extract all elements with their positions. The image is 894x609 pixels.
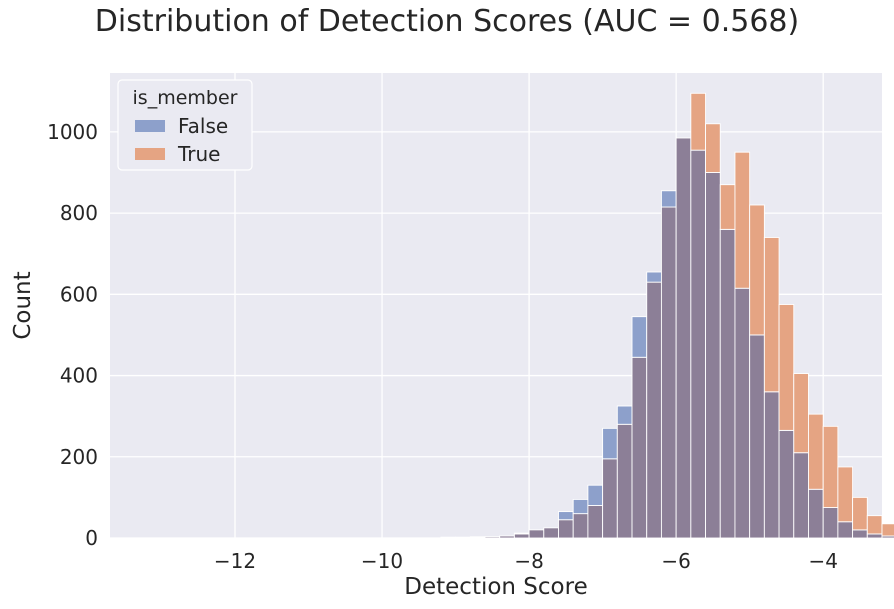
bar-overlap — [631, 356, 648, 539]
bar-true — [749, 204, 765, 336]
bar-false — [558, 511, 574, 521]
bar-overlap — [558, 519, 574, 539]
bar-overlap — [852, 529, 868, 539]
bar-overlap — [749, 334, 765, 539]
bar-false — [602, 427, 618, 460]
y-axis-ticks: 0 200 400 600 800 1000 — [47, 120, 98, 550]
y-axis-label: Count — [10, 271, 36, 339]
bar-true — [513, 532, 530, 535]
bar-overlap — [602, 458, 618, 539]
bar-true — [778, 304, 795, 431]
bar-false — [587, 484, 604, 506]
legend-box — [117, 79, 253, 171]
bar-true — [822, 425, 839, 508]
bar-true — [440, 536, 457, 539]
bar-false — [660, 190, 677, 208]
legend-label-true: True — [177, 142, 220, 166]
bar-false — [646, 271, 662, 283]
bar-overlap — [837, 521, 854, 539]
bar-true — [793, 373, 809, 454]
bar-overlap — [866, 533, 883, 539]
bar-true — [837, 466, 854, 523]
bar-true — [808, 413, 824, 490]
x-axis-ticks: −12 −10 −8 −6 −4 — [214, 549, 838, 573]
bar-false — [572, 498, 589, 515]
bar-overlap — [675, 137, 692, 539]
bar-overlap — [719, 228, 736, 539]
bar-overlap — [705, 172, 721, 539]
y-tick-label: 1000 — [47, 120, 98, 144]
legend: is_member False True — [117, 79, 253, 171]
bar-true — [734, 151, 751, 289]
x-tick-label: −10 — [361, 549, 403, 573]
y-tick-label: 800 — [60, 201, 98, 225]
bar-true — [763, 237, 780, 393]
bar-overlap — [484, 536, 501, 539]
bar-overlap — [734, 287, 751, 539]
legend-label-false: False — [178, 114, 228, 138]
bar-overlap — [660, 206, 677, 539]
chart-title: Distribution of Detection Scores (AUC = … — [94, 4, 800, 39]
legend-title: is_member — [133, 87, 238, 109]
bar-false — [616, 405, 633, 425]
bar-overlap — [778, 429, 795, 539]
bar-overlap — [646, 281, 662, 539]
bar-overlap — [499, 535, 515, 539]
bar-overlap — [690, 149, 706, 539]
bar-false — [631, 316, 648, 358]
y-tick-label: 0 — [85, 526, 98, 550]
legend-swatch-false — [135, 120, 165, 132]
bar-true — [881, 523, 894, 537]
bar-true — [866, 515, 883, 535]
bar-overlap — [808, 488, 824, 539]
histogram-bars — [440, 92, 894, 539]
bar-overlap — [793, 452, 809, 539]
x-tick-label: −6 — [661, 549, 690, 573]
bar-overlap — [528, 529, 545, 539]
bar-overlap — [513, 533, 530, 539]
bar-overlap — [543, 527, 559, 539]
bar-true — [455, 536, 471, 539]
x-tick-label: −8 — [514, 549, 543, 573]
x-axis-label: Detection Score — [404, 574, 587, 600]
bar-true — [690, 92, 706, 151]
bar-true — [852, 496, 868, 531]
bar-overlap — [572, 513, 589, 539]
bar-true — [719, 184, 736, 230]
bar-overlap — [763, 391, 780, 539]
x-tick-label: −4 — [808, 549, 837, 573]
y-tick-label: 400 — [60, 364, 98, 388]
bar-true — [705, 123, 721, 173]
y-tick-label: 600 — [60, 282, 98, 306]
bar-overlap — [822, 507, 839, 539]
bar-overlap — [616, 423, 633, 539]
y-tick-label: 200 — [60, 445, 98, 469]
x-tick-label: −12 — [214, 549, 256, 573]
bar-overlap — [587, 505, 604, 539]
legend-swatch-true — [135, 148, 165, 160]
